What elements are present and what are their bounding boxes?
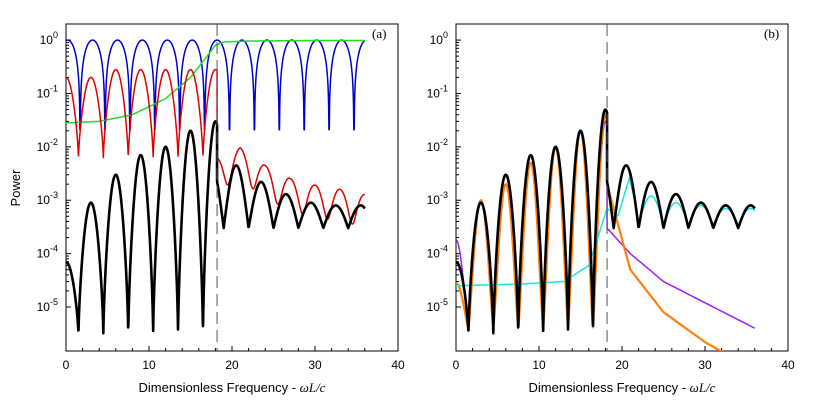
- x-axis-label-a-math: ωL/c: [300, 380, 326, 395]
- y-tick-label-a-5: 100: [40, 30, 58, 47]
- y-tick-label-b-1: 10-4: [427, 244, 448, 261]
- panel-b-label: (b): [764, 26, 779, 41]
- y-tick-label-a-1: 10-4: [37, 244, 58, 261]
- y-tick-label-b-3: 10-2: [427, 137, 448, 154]
- x-axis-label-a-text: Dimensionless Frequency -: [139, 380, 300, 395]
- panel-a-ticks: 0 10 20 30 40 10-5 10-4 10-3 10-2 10-1 100: [37, 23, 405, 372]
- x-tick-label-a-3: 30: [308, 358, 322, 372]
- y-tick-label-b-5: 100: [430, 30, 448, 47]
- x-tick-label-b-2: 20: [615, 358, 629, 372]
- series-b-black: [456, 108, 756, 335]
- y-tick-label-a-3: 10-2: [37, 137, 58, 154]
- series-a-black: [66, 120, 366, 335]
- y-tick-label-b-4: 10-1: [427, 83, 448, 100]
- x-tick-label-b-0: 0: [453, 358, 460, 372]
- y-tick-label-b-2: 10-3: [427, 190, 448, 207]
- x-tick-label-a-2: 20: [225, 358, 239, 372]
- panel-b-frame: [455, 23, 789, 352]
- x-tick-label-a-4: 40: [391, 358, 405, 372]
- panel-b: 0 10 20 30 40 10-5 10-4 10-3 10-2 10-1 100 (b) Dim…: [427, 23, 795, 395]
- panel-a: 0 10 20 30 40 10-5 10-4 10-3 10-2 10-1 100 (a) Pow…: [8, 23, 405, 395]
- series-a-green: [66, 39, 365, 124]
- y-tick-label-a-0: 10-5: [37, 297, 58, 314]
- x-axis-label-a: Dimensionless Frequency - ωL/c: [139, 380, 326, 395]
- x-axis-label-b: Dimensionless Frequency - ωL/c: [529, 380, 716, 395]
- series-a-red: [66, 68, 366, 225]
- panel-b-series: [456, 24, 756, 351]
- panel-a-series: [66, 24, 366, 351]
- y-tick-label-b-0: 10-5: [427, 297, 448, 314]
- x-tick-label-b-3: 30: [698, 358, 712, 372]
- x-tick-label-a-1: 10: [142, 358, 156, 372]
- panel-b-ticks: 0 10 20 30 40 10-5 10-4 10-3 10-2 10-1 100: [427, 23, 795, 372]
- panel-a-label: (a): [372, 26, 386, 41]
- series-b-orange: [456, 113, 723, 351]
- x-tick-label-b-4: 40: [781, 358, 795, 372]
- x-axis-label-b-math: ωL/c: [690, 380, 716, 395]
- x-axis-label-b-text: Dimensionless Frequency -: [529, 380, 690, 395]
- y-axis-label: Power: [8, 169, 23, 207]
- y-tick-label-a-4: 10-1: [37, 83, 58, 100]
- x-tick-label-a-0: 0: [63, 358, 70, 372]
- x-tick-label-b-1: 10: [532, 358, 546, 372]
- y-tick-label-a-2: 10-3: [37, 190, 58, 207]
